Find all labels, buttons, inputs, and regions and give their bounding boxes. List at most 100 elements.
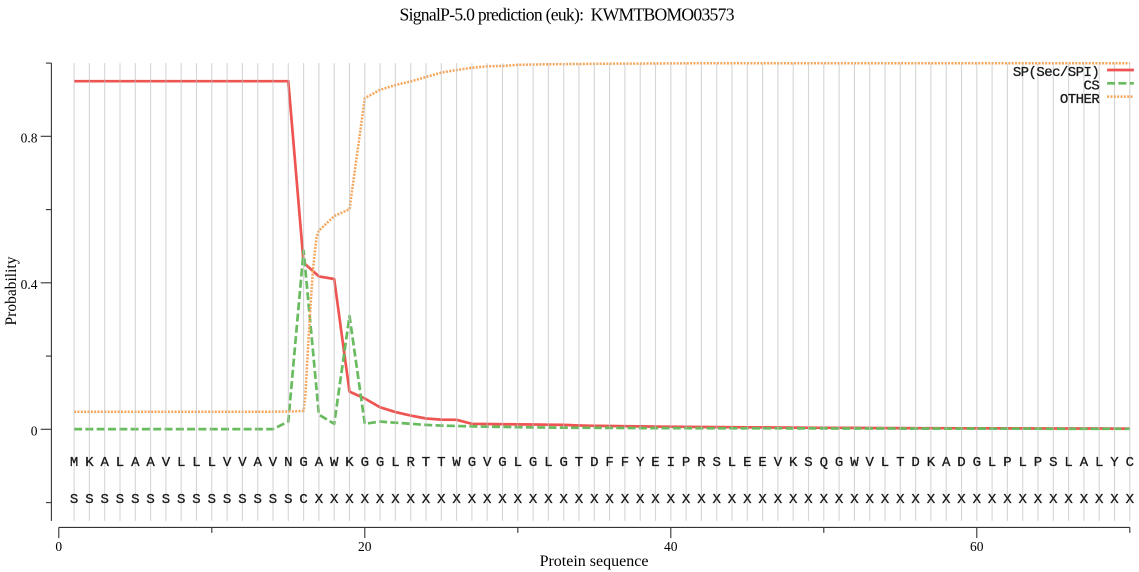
- svg-text:S: S: [70, 492, 78, 508]
- svg-text:A: A: [131, 455, 140, 471]
- svg-text:X: X: [590, 492, 599, 508]
- svg-text:G: G: [529, 455, 537, 471]
- svg-text:OTHER: OTHER: [1060, 92, 1100, 108]
- svg-text:V: V: [865, 455, 874, 471]
- svg-text:A: A: [146, 455, 155, 471]
- svg-text:S: S: [131, 492, 139, 508]
- svg-text:Y: Y: [1110, 455, 1119, 471]
- svg-text:X: X: [361, 492, 370, 508]
- svg-text:P: P: [1034, 455, 1042, 471]
- svg-text:S: S: [223, 492, 231, 508]
- svg-text:G: G: [299, 455, 307, 471]
- svg-text:X: X: [682, 492, 691, 508]
- svg-text:X: X: [835, 492, 844, 508]
- svg-text:I: I: [667, 455, 675, 471]
- svg-text:A: A: [315, 455, 324, 471]
- svg-text:L: L: [391, 455, 399, 471]
- svg-text:X: X: [774, 492, 783, 508]
- svg-text:F: F: [621, 455, 629, 471]
- svg-text:X: X: [667, 492, 676, 508]
- svg-text:X: X: [911, 492, 920, 508]
- svg-text:0: 0: [55, 539, 62, 554]
- svg-text:X: X: [743, 492, 752, 508]
- svg-text:X: X: [804, 492, 813, 508]
- svg-text:S: S: [192, 492, 200, 508]
- svg-text:N: N: [284, 455, 292, 471]
- svg-text:A: A: [942, 455, 951, 471]
- svg-text:X: X: [957, 492, 966, 508]
- svg-text:L: L: [728, 455, 736, 471]
- svg-text:W: W: [452, 455, 461, 471]
- svg-text:X: X: [1126, 492, 1135, 508]
- svg-text:S: S: [177, 492, 185, 508]
- svg-text:X: X: [452, 492, 461, 508]
- svg-text:G: G: [559, 455, 567, 471]
- svg-text:X: X: [605, 492, 614, 508]
- svg-text:L: L: [988, 455, 996, 471]
- svg-text:X: X: [1034, 492, 1043, 508]
- svg-text:CS: CS: [1083, 78, 1099, 94]
- svg-text:G: G: [973, 455, 981, 471]
- svg-text:Y: Y: [636, 455, 645, 471]
- svg-text:T: T: [896, 455, 904, 471]
- svg-text:V: V: [269, 455, 278, 471]
- svg-text:0: 0: [31, 424, 38, 439]
- svg-text:T: T: [437, 455, 445, 471]
- svg-text:S: S: [162, 492, 170, 508]
- svg-text:X: X: [697, 492, 706, 508]
- svg-text:X: X: [881, 492, 890, 508]
- svg-text:X: X: [1018, 492, 1027, 508]
- svg-text:L: L: [544, 455, 552, 471]
- svg-text:X: X: [498, 492, 507, 508]
- svg-text:X: X: [712, 492, 721, 508]
- svg-text:S: S: [269, 492, 277, 508]
- svg-text:60: 60: [970, 539, 984, 554]
- svg-text:P: P: [1003, 455, 1011, 471]
- svg-text:Protein sequence: Protein sequence: [540, 553, 649, 570]
- svg-text:E: E: [651, 455, 659, 471]
- svg-text:L: L: [514, 455, 522, 471]
- svg-text:X: X: [1049, 492, 1058, 508]
- svg-text:D: D: [590, 455, 598, 471]
- svg-text:S: S: [253, 492, 261, 508]
- svg-text:L: L: [208, 455, 216, 471]
- svg-text:X: X: [988, 492, 997, 508]
- svg-text:L: L: [177, 455, 185, 471]
- svg-text:S: S: [146, 492, 154, 508]
- svg-text:X: X: [483, 492, 492, 508]
- svg-text:X: X: [437, 492, 446, 508]
- svg-text:20: 20: [358, 539, 372, 554]
- svg-text:X: X: [789, 492, 798, 508]
- svg-text:S: S: [116, 492, 124, 508]
- svg-text:X: X: [544, 492, 553, 508]
- svg-text:SignalP-5.0 prediction (euk):: SignalP-5.0 prediction (euk): KWMTBOMO03…: [400, 5, 735, 25]
- svg-text:X: X: [376, 492, 385, 508]
- svg-text:X: X: [529, 492, 538, 508]
- svg-text:X: X: [345, 492, 354, 508]
- svg-text:Q: Q: [820, 455, 828, 471]
- svg-text:X: X: [559, 492, 568, 508]
- svg-text:V: V: [774, 455, 783, 471]
- svg-text:G: G: [835, 455, 843, 471]
- svg-text:X: X: [468, 492, 477, 508]
- svg-text:K: K: [789, 455, 798, 471]
- svg-text:K: K: [927, 455, 936, 471]
- svg-text:L: L: [881, 455, 889, 471]
- svg-text:S: S: [804, 455, 812, 471]
- svg-text:X: X: [636, 492, 645, 508]
- svg-text:G: G: [361, 455, 369, 471]
- svg-text:X: X: [621, 492, 630, 508]
- svg-text:F: F: [605, 455, 613, 471]
- svg-text:X: X: [1095, 492, 1104, 508]
- svg-text:S: S: [208, 492, 216, 508]
- svg-text:A: A: [100, 455, 109, 471]
- svg-text:X: X: [1064, 492, 1073, 508]
- svg-text:W: W: [330, 455, 339, 471]
- svg-text:X: X: [942, 492, 951, 508]
- svg-text:X: X: [1110, 492, 1119, 508]
- svg-text:40: 40: [664, 539, 678, 554]
- svg-text:S: S: [284, 492, 292, 508]
- svg-text:K: K: [85, 455, 94, 471]
- svg-text:0.8: 0.8: [21, 131, 38, 146]
- svg-text:X: X: [728, 492, 737, 508]
